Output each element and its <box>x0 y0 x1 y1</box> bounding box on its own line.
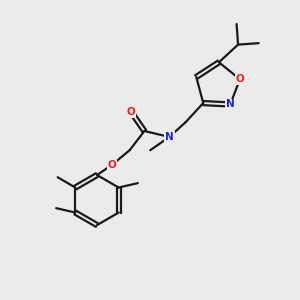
Text: N: N <box>165 132 174 142</box>
Text: O: O <box>127 107 136 117</box>
Text: O: O <box>108 160 116 170</box>
Text: N: N <box>226 100 235 110</box>
Text: O: O <box>236 74 244 84</box>
